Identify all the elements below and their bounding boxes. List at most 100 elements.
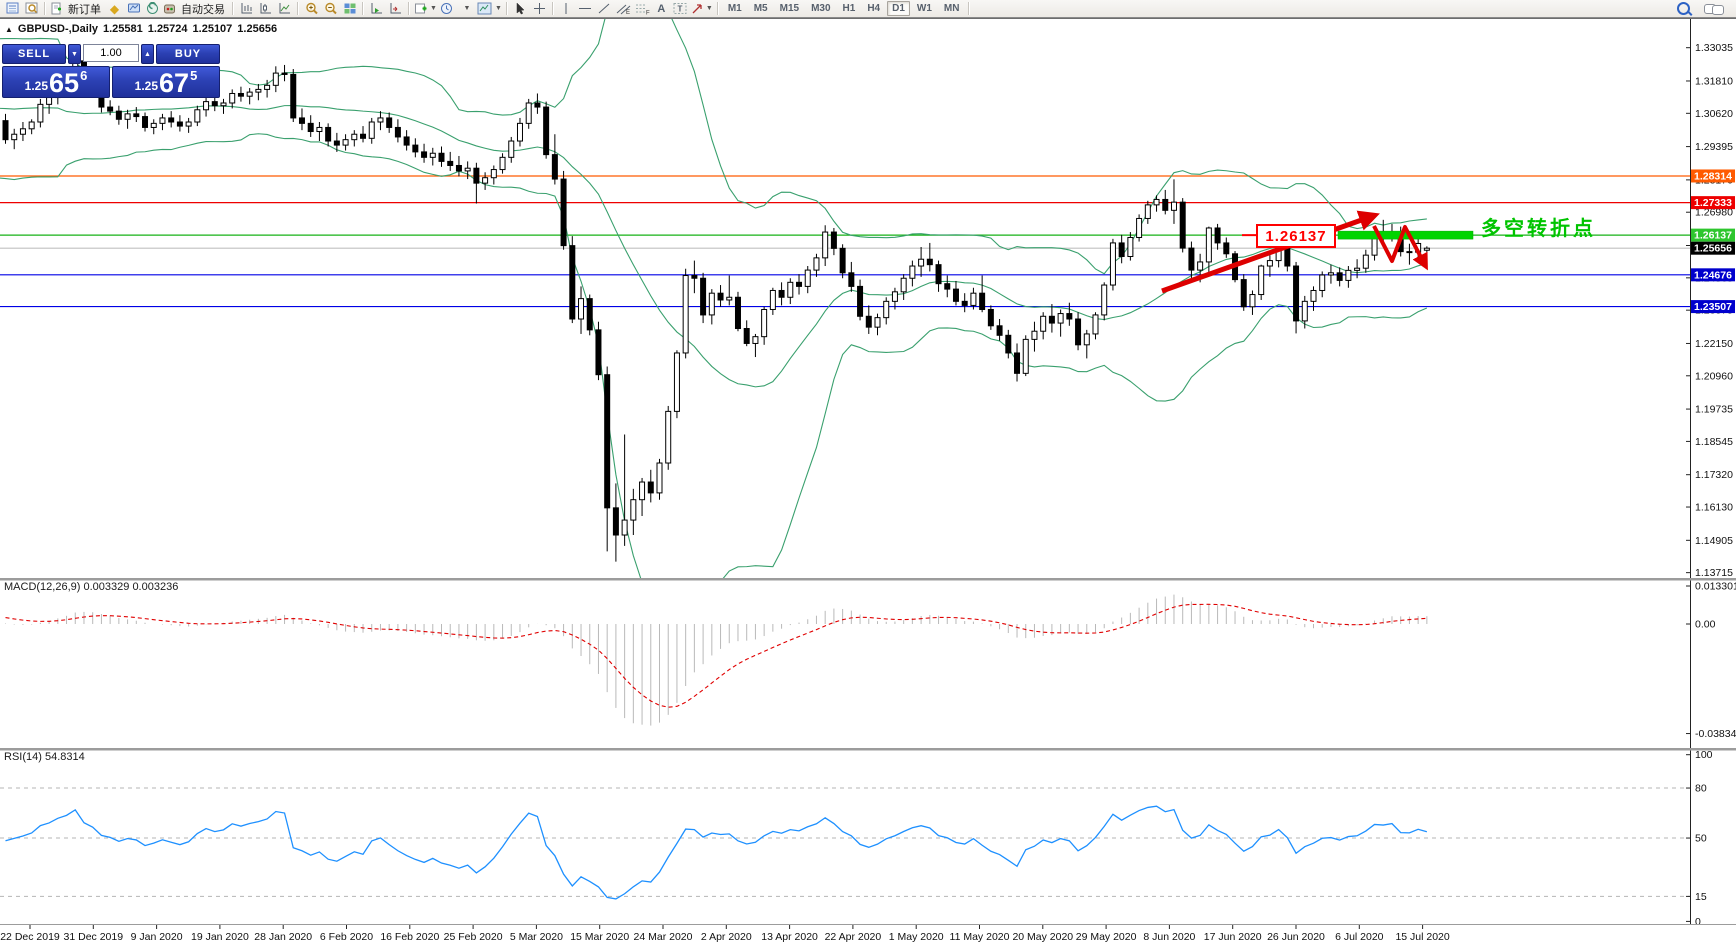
axis-tick-label: 1.33035	[1695, 42, 1733, 54]
date-axis[interactable]	[0, 925, 1736, 944]
zigzag-down-arrow[interactable]	[1372, 225, 1428, 271]
trendline-tool[interactable]	[595, 1, 614, 17]
axis-tick-label: 1.16130	[1695, 502, 1733, 514]
market-watch-icon[interactable]	[3, 1, 22, 17]
candle	[682, 275, 689, 354]
clock-icon[interactable]	[438, 1, 457, 17]
timeframe-M15[interactable]: M15	[779, 3, 800, 14]
timeframe-H1[interactable]: H1	[842, 3, 856, 14]
axis-tick-label: 1.18545	[1695, 436, 1733, 448]
rsi-pane[interactable]	[0, 787, 1690, 900]
annotation-note-text[interactable]: 多空转折点	[1481, 218, 1596, 240]
date-label: 9 Jan 2020	[131, 931, 183, 943]
strategy-tester-icon[interactable]	[143, 1, 162, 17]
equidistant-channel-tool[interactable]: E	[614, 1, 633, 17]
auto-scroll-icon[interactable]	[367, 1, 386, 17]
timeframe-MN[interactable]: MN	[943, 3, 960, 14]
candle	[1354, 267, 1361, 271]
candle	[185, 121, 192, 127]
candlestick-mode-icon[interactable]	[256, 1, 275, 17]
new-order-button[interactable]: 新订单	[49, 1, 105, 17]
candle	[316, 126, 323, 133]
templates-button[interactable]: ▼	[476, 1, 503, 17]
horizontal-line-tool[interactable]	[576, 1, 595, 17]
price-badge-text: 1.24676	[1694, 269, 1732, 281]
crosshair-tool[interactable]	[530, 1, 549, 17]
buy-price-box[interactable]: 1.25 67 5	[112, 66, 220, 98]
candle	[673, 352, 680, 412]
candle	[560, 178, 567, 247]
candle	[176, 121, 183, 127]
candle	[551, 154, 558, 180]
pane-separator[interactable]	[0, 578, 1736, 581]
autotrading-button[interactable]: 自动交易	[162, 1, 229, 17]
collapse-panel-icon[interactable]: ▲	[5, 24, 13, 34]
chart-shift-icon[interactable]	[386, 1, 405, 17]
price-pane[interactable]	[0, 0, 1690, 634]
timeframe-M5[interactable]: M5	[753, 3, 768, 14]
axis-tick-label: 1.30620	[1695, 108, 1733, 120]
volume-decrease-button[interactable]: ▼	[68, 44, 81, 64]
macd-main-value: 0.003329	[83, 581, 130, 593]
date-label: 24 Mar 2020	[634, 931, 693, 943]
price-badge-text: 1.25656	[1694, 243, 1732, 255]
vertical-line-tool[interactable]	[557, 1, 576, 17]
pane-separator[interactable]	[0, 748, 1736, 751]
community-chat-icon[interactable]	[1703, 1, 1725, 17]
candle	[368, 121, 375, 139]
timeframe-bar: M1 M5 M15 M30 H1 H4 D1 W1 MN	[722, 1, 966, 16]
zoom-in-icon[interactable]	[302, 1, 321, 17]
axis-tick-label: 1.14905	[1695, 535, 1733, 547]
data-window-icon[interactable]	[22, 1, 41, 17]
timeframe-D1[interactable]: D1	[887, 1, 910, 16]
arrows-tool[interactable]: ▼	[690, 1, 714, 17]
candle	[639, 481, 646, 501]
rsi-axis-label: 80	[1695, 783, 1707, 795]
fibonacci-tool[interactable]: F	[633, 1, 652, 17]
sell-price-box[interactable]: 1.25 65 6	[2, 66, 110, 98]
candle	[1005, 334, 1012, 354]
macd-pane[interactable]	[5, 594, 1428, 726]
date-label: 29 May 2020	[1076, 931, 1137, 943]
expert-advisors-icon[interactable]: ◆	[109, 1, 120, 16]
candle	[46, 97, 53, 105]
candle	[1293, 265, 1300, 322]
volume-input[interactable]	[83, 44, 139, 62]
zoom-out-icon[interactable]	[321, 1, 340, 17]
candle	[1319, 274, 1326, 291]
pane-separator[interactable]	[0, 924, 1736, 926]
timeframe-W1[interactable]: W1	[916, 3, 932, 14]
candle	[229, 92, 236, 104]
breakout-price-callout[interactable]: 1.26137	[1256, 224, 1336, 248]
rsi-value: 54.8314	[44, 751, 85, 763]
sell-button[interactable]: SELL	[2, 44, 66, 64]
text-label-tool[interactable]: T	[671, 1, 690, 17]
timeframe-M30[interactable]: M30	[811, 3, 831, 14]
cursor-tool[interactable]	[511, 1, 530, 17]
line-chart-mode-icon[interactable]	[275, 1, 294, 17]
new-chart-button[interactable]: ▼	[413, 1, 438, 17]
date-label: 11 May 2020	[950, 931, 1010, 943]
main-toolbar: 新订单 ◆ 自动交易 ▼ ▼ ▼	[0, 0, 1736, 18]
buy-button[interactable]: BUY	[156, 44, 220, 64]
candle	[926, 258, 933, 266]
support-resistance-bar[interactable]	[1337, 230, 1474, 240]
volume-increase-button[interactable]: ▲	[141, 44, 154, 64]
axis-tick-label: 1.29395	[1695, 141, 1733, 153]
candle	[351, 133, 358, 141]
bar-chart-mode-icon[interactable]	[237, 1, 256, 17]
timeframe-H4[interactable]: H4	[867, 3, 881, 14]
symbol-period-label: GBPUSD-,Daily	[17, 23, 98, 35]
profiles-dropdown[interactable]: ▼	[463, 5, 471, 12]
search-icon[interactable]	[1674, 1, 1693, 17]
timeframe-M1[interactable]: M1	[727, 3, 742, 14]
text-tool[interactable]: A	[657, 2, 666, 15]
candle	[743, 328, 750, 344]
metaeditor-icon[interactable]	[124, 1, 143, 17]
tile-windows-icon[interactable]	[340, 1, 359, 17]
toolbar-separator	[408, 2, 410, 15]
candle	[1022, 338, 1029, 374]
candle	[255, 88, 262, 93]
candle	[455, 164, 462, 172]
